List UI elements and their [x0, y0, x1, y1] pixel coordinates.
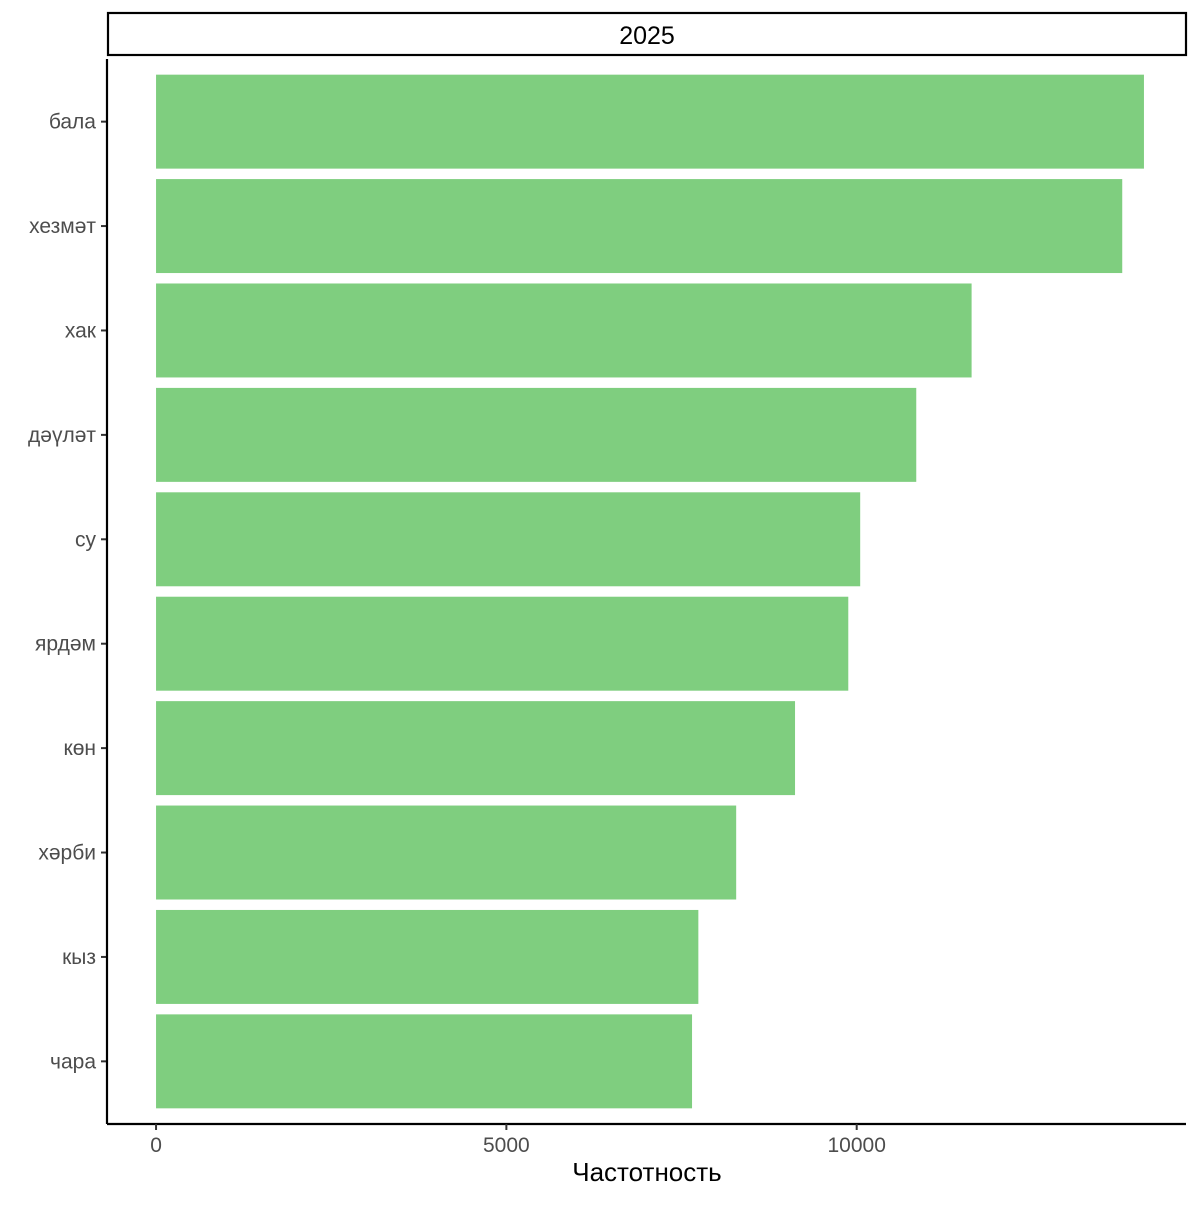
bar-3	[156, 283, 972, 378]
y-tick-label: хак	[65, 319, 97, 342]
bar-10	[156, 1014, 693, 1109]
bar-2	[156, 179, 1123, 274]
bar-6	[156, 596, 849, 691]
y-tick-label: көн	[64, 737, 96, 760]
y-tick-label: ярдәм	[35, 633, 96, 656]
bars-layer	[156, 74, 1144, 1109]
x-axis-title: Частотность	[572, 1157, 721, 1187]
facet-strip	[106, 11, 1188, 57]
bar-5	[156, 492, 861, 587]
y-tick-label: кыз	[62, 946, 96, 969]
y-axis: бала хезмәт хак дәүләт су ярдәм көн хәрби кыз чар…	[28, 59, 109, 1124]
x-tick-label: 5000	[483, 1134, 530, 1157]
y-tick-label: бала	[49, 111, 96, 134]
x-axis: 0 5000 10000	[107, 1122, 1186, 1157]
facet-label: 2025	[619, 22, 675, 50]
bar-4	[156, 387, 917, 482]
y-tick-label: су	[75, 528, 97, 551]
y-tick-label: хәрби	[38, 842, 96, 865]
x-tick-label: 10000	[827, 1134, 885, 1157]
bar-9	[156, 909, 699, 1004]
bar-8	[156, 805, 737, 900]
y-tick-label: дәүләт	[28, 424, 96, 447]
y-tick-label: хезмәт	[29, 215, 96, 238]
bar-7	[156, 701, 796, 796]
bar-1	[156, 74, 1144, 169]
y-tick-label: чара	[50, 1050, 96, 1073]
x-tick-label: 0	[150, 1134, 162, 1157]
